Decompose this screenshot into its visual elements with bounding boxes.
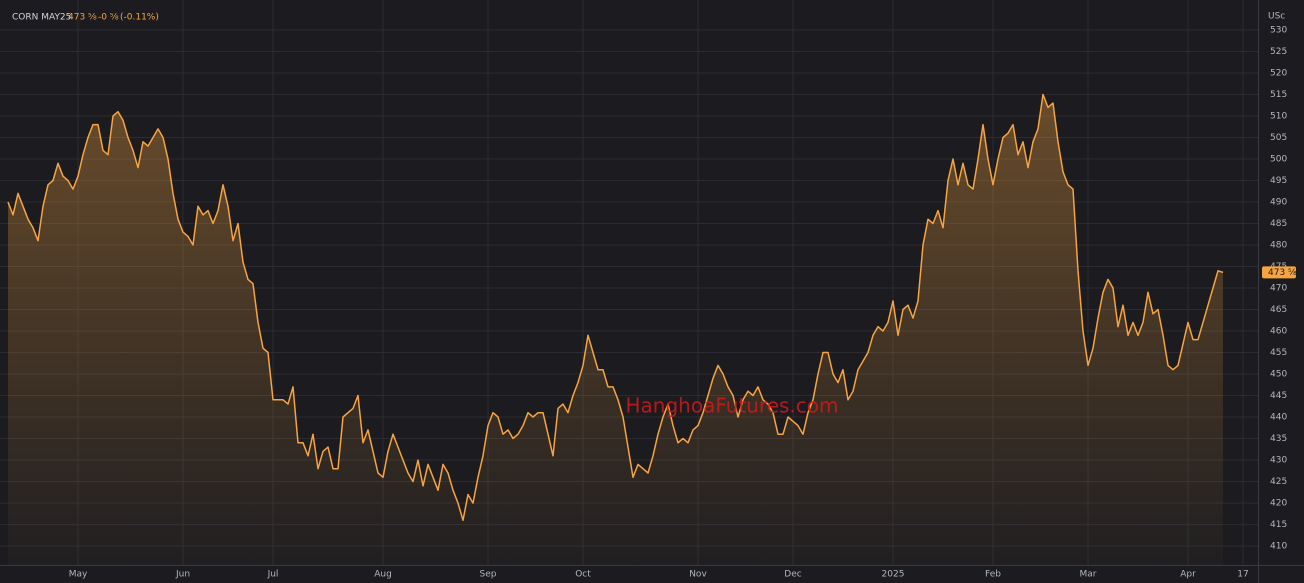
x-tick-label: Nov: [689, 570, 707, 580]
change-percent: (-0.11%): [120, 13, 159, 23]
y-tick-label: 530: [1270, 25, 1287, 35]
y-tick-label: 440: [1270, 413, 1287, 423]
y-tick-label: 430: [1270, 456, 1287, 466]
x-tick-label: Jun: [175, 570, 190, 580]
y-tick-label: 470: [1270, 284, 1287, 294]
price: 473 ⅝: [68, 13, 97, 23]
y-tick-label: 480: [1270, 240, 1287, 250]
y-tick-label: 520: [1270, 68, 1287, 78]
last-price-tag: [1262, 266, 1296, 279]
y-tick-label: 420: [1270, 499, 1287, 509]
price-line: [7, 93, 1224, 522]
y-tick-label: 515: [1270, 90, 1287, 100]
x-tick-label: 2025: [882, 570, 905, 580]
x-tick-label: Oct: [575, 570, 591, 580]
y-tick-label: 435: [1270, 434, 1287, 444]
x-tick-label: Mar: [1080, 570, 1097, 580]
y-tick-label: 450: [1270, 370, 1287, 380]
change: -0 ⅝: [98, 13, 119, 23]
y-tick-label: 425: [1270, 477, 1287, 487]
x-tick-label: Sep: [480, 570, 497, 580]
x-tick-label: May: [69, 570, 88, 580]
y-tick-label: 505: [1270, 133, 1287, 143]
y-tick-label: 465: [1270, 305, 1287, 315]
y-unit: USc: [1268, 12, 1285, 22]
x-tick-label: Dec: [784, 570, 801, 580]
y-tick-label: 455: [1270, 348, 1287, 358]
x-tick-label: 17: [1237, 570, 1248, 580]
y-tick-label: 485: [1270, 219, 1287, 229]
y-tick-label: 490: [1270, 197, 1287, 207]
x-tick-label: Jul: [267, 570, 279, 580]
y-tick-label: 445: [1270, 391, 1287, 401]
y-tick-label: 510: [1270, 111, 1287, 121]
y-tick-label: 495: [1270, 176, 1287, 186]
y-tick-label: 410: [1270, 542, 1287, 552]
y-tick-label: 525: [1270, 47, 1287, 57]
last-price-label: 473 ⅝: [1268, 268, 1297, 278]
y-tick-label: 460: [1270, 327, 1287, 337]
y-tick-label: 500: [1270, 154, 1287, 164]
y-tick-label: 415: [1270, 520, 1287, 530]
x-tick-label: Feb: [985, 570, 1001, 580]
symbol: CORN MAY25: [12, 13, 71, 23]
x-tick-label: Apr: [1180, 570, 1196, 580]
watermark: HanghoaFutures.com: [625, 394, 838, 418]
x-tick-label: Aug: [374, 570, 392, 580]
area: [8, 94, 1223, 565]
